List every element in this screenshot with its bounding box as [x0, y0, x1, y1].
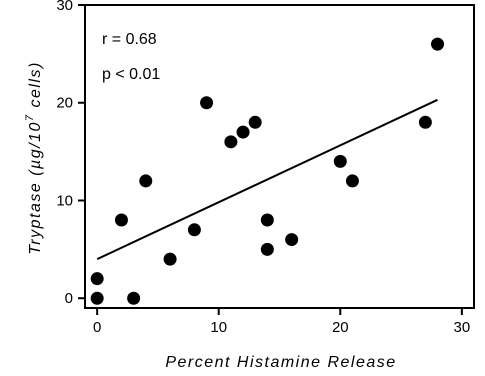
data-point-9	[236, 125, 250, 139]
data-point-12	[260, 242, 274, 256]
data-point-7	[200, 96, 214, 110]
data-point-16	[418, 115, 432, 129]
data-point-11	[260, 213, 274, 227]
data-point-6	[187, 223, 201, 237]
annotation-p: p < 0.01	[102, 66, 160, 83]
plot-frame	[84, 4, 475, 309]
data-point-5	[163, 252, 177, 266]
data-point-1	[90, 291, 104, 305]
axis-ticks	[78, 4, 463, 315]
y-tick-label-0: 0	[65, 290, 73, 307]
x-axis-title: Percent Histamine Release	[165, 354, 396, 371]
x-tick-label-2: 20	[332, 319, 349, 336]
data-point-10	[248, 115, 262, 129]
y-tick-label-2: 20	[56, 95, 73, 112]
y-axis-title-main: Tryptase (µg/10	[27, 121, 44, 255]
y-axis-title-tail: cells)	[27, 61, 44, 113]
x-tick-label-3: 30	[454, 319, 471, 336]
x-tick-label-1: 10	[210, 319, 227, 336]
y-axis-title: Tryptase (µg/107 cells)	[24, 61, 44, 255]
data-point-13	[285, 233, 299, 247]
y-tick-label-1: 10	[56, 192, 73, 209]
data-point-8	[224, 135, 238, 149]
data-point-14	[333, 154, 347, 168]
data-point-3	[127, 291, 141, 305]
data-point-0	[90, 272, 104, 286]
axis-tick-labels: 0 10 20 30 0 10 20 30	[56, 0, 470, 336]
data-point-2	[114, 213, 128, 227]
y-axis-title-sup: 7	[24, 113, 36, 121]
regression-line	[96, 98, 438, 261]
data-point-17	[431, 37, 445, 51]
x-tick-label-0: 0	[93, 319, 101, 336]
data-point-15	[345, 174, 359, 188]
data-point-4	[139, 174, 153, 188]
annotation-r: r = 0.68	[102, 31, 157, 48]
data-points	[90, 37, 445, 305]
y-tick-label-3: 30	[56, 0, 73, 14]
